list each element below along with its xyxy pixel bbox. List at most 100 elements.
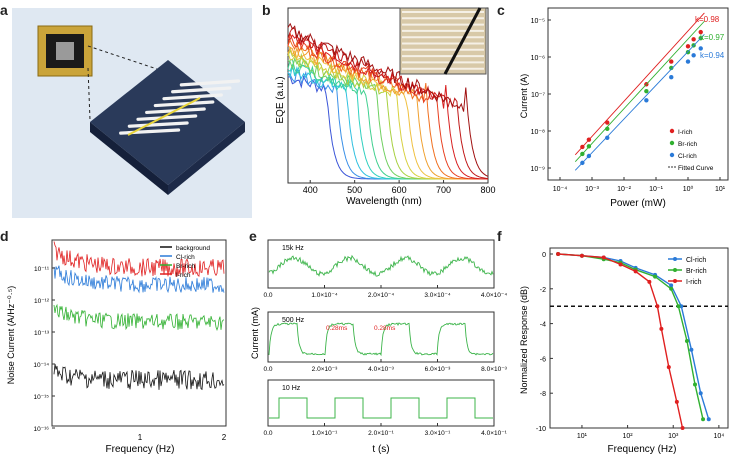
panel-c-plot: [574, 12, 705, 171]
panel-e-ann-2: 0.28ms: [374, 325, 396, 332]
noise-trace: [53, 303, 225, 331]
panel-c-ytick-label: 10⁻⁶: [531, 55, 545, 62]
data-point: [655, 304, 660, 309]
k-label-br: k=0.97: [700, 33, 725, 42]
panel-f-ytick-label: -8: [540, 391, 546, 398]
panel-c-xtick-label: 10⁻¹: [649, 186, 663, 193]
data-point: [601, 255, 606, 260]
substrate-side-right: [168, 122, 245, 195]
electrode-stripe: [162, 93, 223, 101]
legend-label-br: Br-rich: [176, 263, 196, 270]
data-point: [693, 382, 698, 387]
data-point: [644, 88, 649, 94]
k-label-cl: k=0.94: [700, 51, 725, 60]
data-point: [669, 286, 674, 291]
panel-f-plot: [550, 252, 728, 430]
panel-letter-d: d: [0, 228, 9, 244]
panel-f-xtick-label: 10²: [623, 433, 634, 440]
panel-e-xtick-label: 2.0×10⁻⁴: [368, 292, 394, 299]
fit-line: [574, 34, 705, 171]
fit-line: [574, 12, 705, 156]
panel-f-xtick-label: 10³: [668, 433, 679, 440]
legend-marker-cl: [669, 152, 675, 158]
data-point: [586, 144, 592, 149]
panel-b-xtick-label: 600: [392, 185, 407, 195]
panel-c-yticks: 10⁻⁵ 10⁻⁶ 10⁻⁷ 10⁻⁸ 10⁻⁹: [531, 18, 551, 173]
panel-b-chart: 400 500 600 700 800 Wavelength (nm) EQE (a.u…: [275, 7, 496, 207]
panel-e-ann-1: 0.28ms: [326, 325, 348, 332]
panel-d-ytick-label: 10⁻¹²: [34, 298, 50, 305]
panel-e-xtick-label: 0.0: [263, 292, 272, 299]
panel-b-xtick-label: 800: [480, 185, 495, 195]
panel-letter-f: f: [497, 228, 502, 244]
panel-e-xtick-label: 1.0×10⁻¹: [312, 430, 338, 437]
leader-line-2: [87, 67, 91, 121]
panel-c-ytick-label: 10⁻⁹: [531, 166, 545, 173]
data-point: [579, 253, 584, 258]
panel-d-xlabel: Frequency (Hz): [106, 444, 175, 455]
panel-c-ytick-label: 10⁻⁸: [531, 129, 545, 136]
panel-f-axes: [549, 247, 729, 429]
panel-f-xtick-label: 10¹: [577, 433, 588, 440]
panel-f-ytick-label: 0: [542, 252, 546, 259]
legend-marker-i: [669, 128, 675, 134]
panel-c-ylabel: Current (A): [519, 74, 529, 119]
legend-label-i: I-rich: [176, 272, 191, 279]
panel-e-bot-label: 10 Hz: [282, 385, 301, 392]
data-point: [580, 160, 585, 166]
data-point: [701, 417, 706, 422]
panel-a-illustration: [12, 8, 252, 218]
data-point: [618, 262, 623, 267]
panel-e-xtick-label: 3.0×10⁻⁴: [424, 292, 450, 299]
data-point: [669, 283, 674, 288]
panel-c-xlabel: Power (mW): [610, 198, 666, 209]
data-point: [674, 399, 679, 404]
panel-f-ytick-label: -4: [540, 322, 546, 329]
panel-d-chart: 10⁻¹¹ 10⁻¹² 10⁻¹³ 10⁻¹⁴ 10⁻¹⁵ 10⁻¹⁶ 1 2 backg…: [6, 239, 227, 455]
electrode-stripe: [127, 121, 189, 128]
data-point: [698, 46, 703, 51]
panel-c-chart: 10⁻⁴ 10⁻³ 10⁻² 10⁻¹ 10⁰ 10¹ 10⁻⁵10⁻⁶10⁻⁷10⁻⁸1…: [519, 7, 729, 209]
legend-label-br: Br-rich: [686, 268, 707, 275]
panel-d-plot: [53, 241, 225, 391]
leader-line-1: [87, 45, 161, 71]
eqe-curves: [287, 22, 489, 180]
data-point: [633, 269, 638, 274]
data-point: [586, 137, 592, 142]
legend-marker-br: [669, 140, 675, 146]
panel-e-xtick-label: 6.0×10⁻³: [425, 366, 451, 373]
noise-trace: [53, 241, 225, 277]
data-point: [556, 252, 561, 256]
trace-10hz: [269, 397, 493, 419]
panel-f-legend: Cl-rich Br-rich I-rich: [668, 257, 707, 286]
data-point: [706, 417, 711, 422]
interdigitated-electrodes: [119, 79, 241, 135]
panel-c-xtick-label: 10⁻⁴: [553, 186, 568, 193]
panel-d-ylabel: Noise Current (A/Hz⁻⁰·⁵): [6, 286, 16, 385]
legend-label-cl: Cl-rich: [176, 254, 195, 261]
substrate-side-left: [90, 122, 168, 195]
data-point: [644, 98, 649, 103]
legend-label-cl: Cl-rich: [678, 153, 697, 160]
panel-letter-c: c: [497, 2, 505, 18]
panel-f-chart: 10¹ 10² 10³ 10⁴ 0 -2 -4 -6 -8 -10 Cl-rich Br-ric…: [519, 247, 729, 455]
inset-wire: [443, 7, 482, 75]
panel-f-ylabel: Normalized Response (dB): [519, 286, 529, 394]
data-point: [685, 59, 691, 64]
electrode-stripe: [171, 86, 232, 94]
data-point: [680, 426, 685, 430]
electrode-stripe: [136, 114, 198, 121]
panel-b-ylabel: EQE (a.u.): [275, 76, 286, 123]
trace-15khz: [268, 254, 494, 277]
electrode-stripe: [179, 79, 241, 87]
panel-d-ytick-label: 10⁻¹⁴: [33, 362, 49, 369]
panel-f-xlabel: Frequency (Hz): [608, 444, 677, 455]
panel-e-xticks: 0.0 1.0×10⁻⁴ 2.0×10⁻⁴ 3.0×10⁻⁴ 4.0×10⁻⁴ 0.0 2.…: [263, 285, 508, 437]
legend-marker-br: [673, 268, 677, 272]
panel-e-mid-label: 500 Hz: [282, 317, 305, 324]
panel-d-ytick-label: 10⁻¹⁵: [33, 394, 49, 401]
panel-d-xtick-2: 2: [222, 433, 227, 442]
panel-b-xlabel: Wavelength (nm): [346, 196, 422, 207]
data-point: [679, 304, 684, 309]
